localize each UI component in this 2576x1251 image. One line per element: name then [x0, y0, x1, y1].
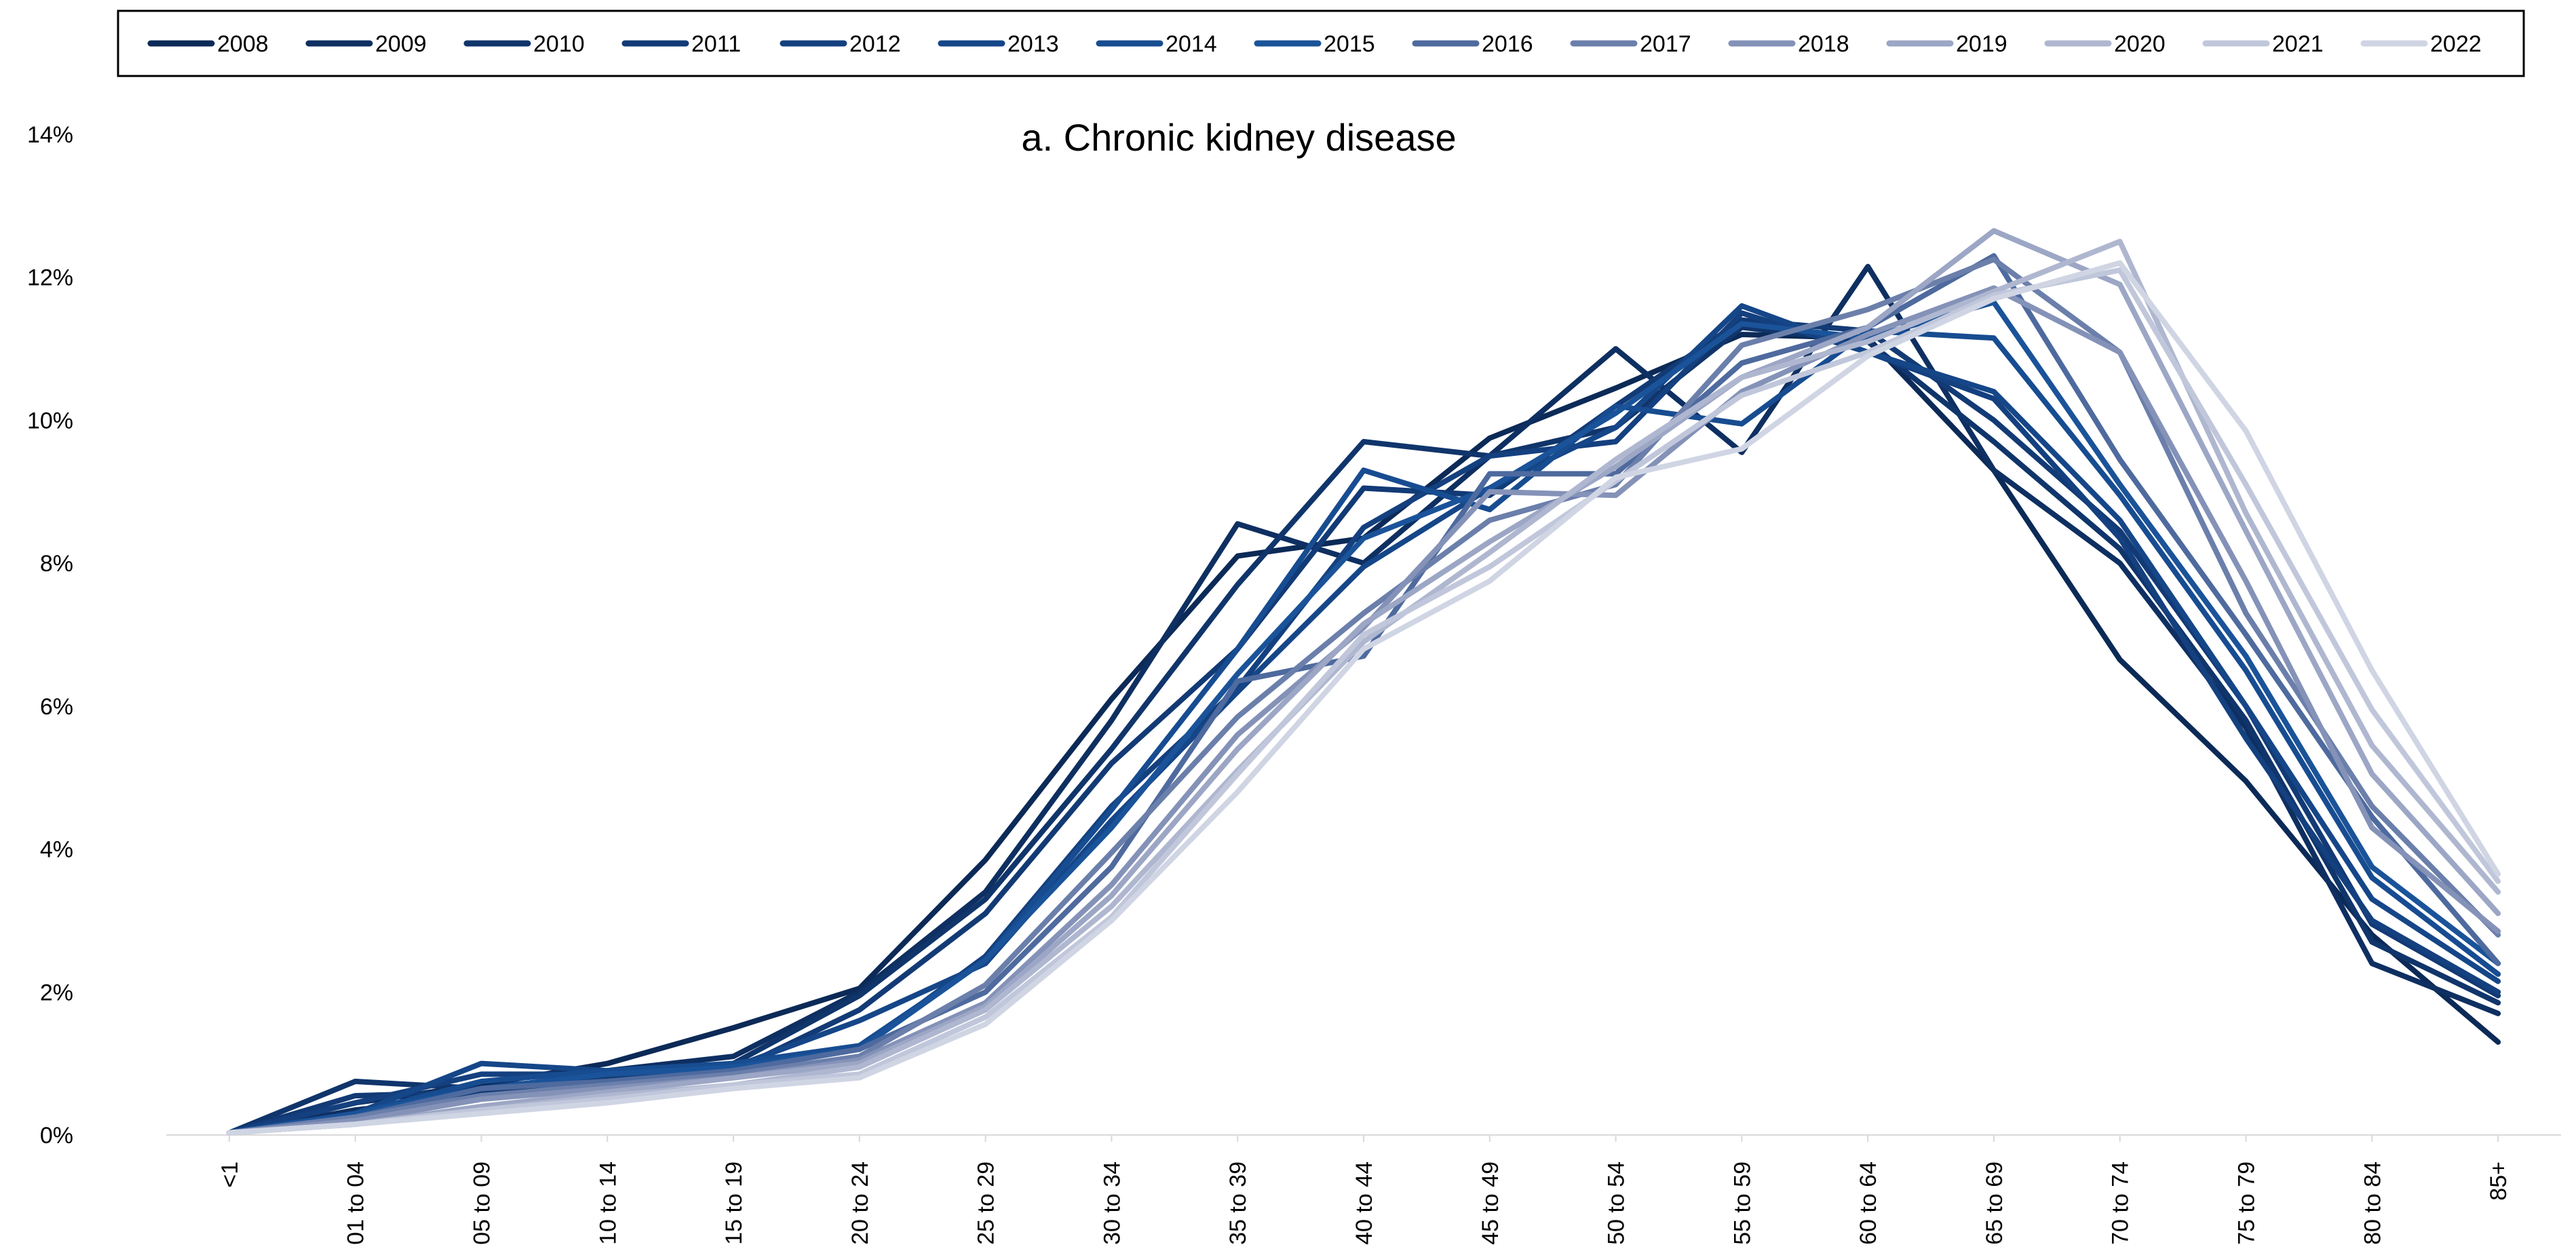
series-lines [226, 228, 2501, 1136]
legend-label-2019: 2019 [1956, 31, 2007, 57]
x-axis: <1 01 to 04 05 to 09 10 to 14 15 to 19 20 to … [217, 1135, 2512, 1245]
x-tick-label: 25 to 29 [974, 1161, 999, 1245]
x-tick-label: 40 to 44 [1351, 1161, 1377, 1245]
y-tick-label: 0% [40, 1123, 73, 1149]
series-line-2021 [226, 267, 2501, 1136]
series-line-2020 [226, 239, 2501, 1136]
y-axis: 0% 2% 4% 6% 8% 10% 12% 14% [27, 122, 73, 1149]
legend-label-2016: 2016 [1482, 31, 1533, 57]
legend-label-2012: 2012 [849, 31, 901, 57]
x-tick-label: 75 to 79 [2234, 1161, 2260, 1245]
x-tick-label: 70 to 74 [2108, 1161, 2134, 1245]
series-line-2016 [226, 253, 2501, 1136]
x-tick-label: 65 to 69 [1982, 1161, 2007, 1245]
series-line-2018 [226, 285, 2501, 1136]
legend-label-2015: 2015 [1324, 31, 1375, 57]
series-line-2011 [226, 317, 2501, 1136]
chart-title: a. Chronic kidney disease [1021, 116, 1456, 159]
legend-label-2010: 2010 [533, 31, 585, 57]
x-tick-label: 15 to 19 [721, 1161, 747, 1245]
y-tick-label: 4% [40, 837, 73, 863]
series-line-2015 [226, 299, 2501, 1136]
x-tick-label: 30 to 34 [1099, 1161, 1125, 1245]
x-tick-label: 10 to 14 [595, 1161, 621, 1245]
x-tick-label: 01 to 04 [343, 1161, 369, 1245]
y-tick-label: 10% [27, 408, 73, 434]
legend-label-2020: 2020 [2114, 31, 2166, 57]
legend-label-2014: 2014 [1166, 31, 1217, 57]
series-line-2019 [226, 228, 2501, 1136]
y-tick-label: 12% [27, 265, 73, 291]
legend-label-2017: 2017 [1640, 31, 1691, 57]
legend-label-2008: 2008 [217, 31, 269, 57]
y-tick-label: 6% [40, 694, 73, 720]
legend-label-2011: 2011 [691, 31, 741, 57]
legend-label-2009: 2009 [375, 31, 427, 57]
x-tick-label: 85+ [2486, 1161, 2512, 1201]
x-tick-label: <1 [217, 1161, 243, 1188]
x-tick-label: 80 to 84 [2360, 1161, 2385, 1245]
series-line-2008 [226, 332, 2501, 1136]
x-tick-label: 50 to 54 [1604, 1161, 1630, 1245]
series-line-2022 [226, 260, 2501, 1136]
legend-label-2013: 2013 [1007, 31, 1059, 57]
y-tick-label: 2% [40, 980, 73, 1005]
x-tick-label: 45 to 49 [1478, 1161, 1503, 1245]
legend: 2008 2009 2010 2011 2012 2013 2014 2015 2016 2017… [147, 31, 2482, 57]
legend-label-2018: 2018 [1798, 31, 1849, 57]
x-tick-label: 55 to 59 [1729, 1161, 1755, 1245]
series-line-2014 [226, 328, 2501, 1136]
y-tick-label: 14% [27, 122, 73, 148]
legend-label-2022: 2022 [2430, 31, 2482, 57]
x-tick-label: 05 to 09 [469, 1161, 495, 1245]
x-tick-label: 35 to 39 [1225, 1161, 1251, 1245]
x-tick-label: 20 to 24 [847, 1161, 873, 1245]
legend-label-2021: 2021 [2272, 31, 2324, 57]
y-tick-label: 8% [40, 551, 73, 577]
x-tick-label: 60 to 64 [1856, 1161, 1881, 1245]
series-line-2010 [226, 324, 2501, 1136]
